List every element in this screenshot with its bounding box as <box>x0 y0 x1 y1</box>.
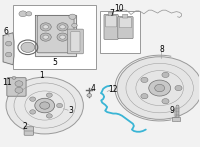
Circle shape <box>26 12 32 16</box>
Text: 10: 10 <box>114 4 124 13</box>
Circle shape <box>12 76 16 79</box>
FancyBboxPatch shape <box>118 17 133 39</box>
Circle shape <box>69 14 76 19</box>
Circle shape <box>46 93 52 97</box>
Circle shape <box>40 23 51 31</box>
Circle shape <box>46 114 52 118</box>
Circle shape <box>175 85 182 91</box>
Circle shape <box>57 23 68 31</box>
Circle shape <box>30 110 36 114</box>
Circle shape <box>72 23 77 27</box>
Circle shape <box>141 77 148 83</box>
Circle shape <box>57 103 63 108</box>
FancyBboxPatch shape <box>119 18 132 28</box>
Circle shape <box>40 102 50 109</box>
Circle shape <box>60 25 65 29</box>
Circle shape <box>5 52 12 57</box>
Circle shape <box>21 42 35 52</box>
Circle shape <box>149 80 171 96</box>
FancyBboxPatch shape <box>71 32 80 51</box>
FancyBboxPatch shape <box>104 14 118 39</box>
Text: 1: 1 <box>39 71 44 80</box>
Circle shape <box>43 25 48 29</box>
Circle shape <box>87 94 92 97</box>
FancyBboxPatch shape <box>7 78 26 96</box>
Circle shape <box>5 41 12 46</box>
Text: 9: 9 <box>170 106 174 115</box>
Polygon shape <box>35 15 76 56</box>
Bar <box>13 5 96 69</box>
Circle shape <box>57 33 68 41</box>
Polygon shape <box>3 33 14 65</box>
Text: 8: 8 <box>159 45 164 54</box>
Circle shape <box>155 84 165 92</box>
Text: 11: 11 <box>2 78 11 87</box>
Circle shape <box>30 97 36 101</box>
Circle shape <box>35 98 55 113</box>
Circle shape <box>162 99 169 104</box>
Circle shape <box>19 11 27 17</box>
Text: 3: 3 <box>68 106 73 115</box>
Bar <box>100 11 140 53</box>
Circle shape <box>162 72 169 77</box>
Text: 7: 7 <box>110 9 115 18</box>
Circle shape <box>6 77 83 134</box>
FancyBboxPatch shape <box>106 16 117 27</box>
Circle shape <box>141 94 148 99</box>
Circle shape <box>40 33 51 41</box>
FancyBboxPatch shape <box>24 127 34 135</box>
Text: 12: 12 <box>108 85 117 94</box>
Text: 4: 4 <box>91 84 96 93</box>
Circle shape <box>60 35 65 39</box>
Text: 2: 2 <box>23 122 27 131</box>
Text: 6: 6 <box>3 27 8 36</box>
Circle shape <box>15 87 23 93</box>
Circle shape <box>15 81 23 87</box>
FancyBboxPatch shape <box>123 14 128 18</box>
FancyBboxPatch shape <box>37 16 74 53</box>
Circle shape <box>43 35 48 39</box>
FancyBboxPatch shape <box>108 12 113 16</box>
Circle shape <box>117 57 200 119</box>
Text: 5: 5 <box>52 58 57 67</box>
FancyBboxPatch shape <box>68 29 83 54</box>
FancyBboxPatch shape <box>172 117 181 122</box>
